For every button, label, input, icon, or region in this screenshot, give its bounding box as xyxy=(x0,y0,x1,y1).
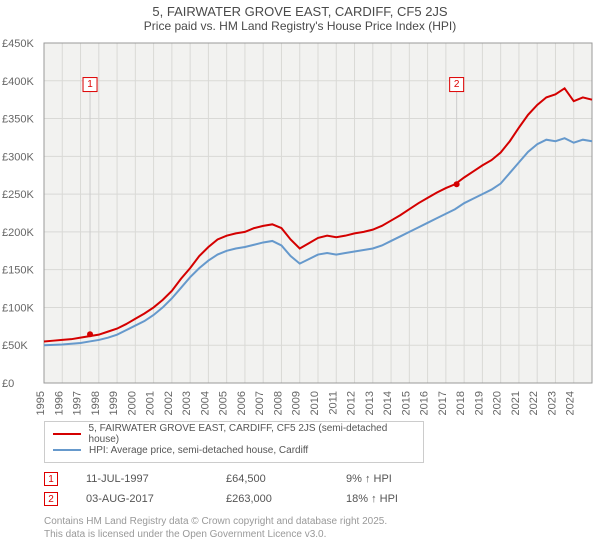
svg-text:2016: 2016 xyxy=(419,391,431,415)
attribution-text: Contains HM Land Registry data © Crown c… xyxy=(44,515,600,541)
legend-box: 5, FAIRWATER GROVE EAST, CARDIFF, CF5 2J… xyxy=(44,421,424,463)
chart-subtitle: Price paid vs. HM Land Registry's House … xyxy=(0,19,600,37)
svg-text:£0: £0 xyxy=(2,378,14,390)
svg-text:2010: 2010 xyxy=(309,391,321,415)
attribution-line-1: Contains HM Land Registry data © Crown c… xyxy=(44,515,600,528)
svg-text:£100K: £100K xyxy=(2,302,34,314)
svg-text:£250K: £250K xyxy=(2,189,34,201)
svg-text:2005: 2005 xyxy=(218,391,230,415)
svg-text:2015: 2015 xyxy=(400,391,412,415)
transaction-date-1: 11-JUL-1997 xyxy=(86,473,226,485)
svg-text:2006: 2006 xyxy=(236,391,248,415)
transaction-price-1: £64,500 xyxy=(226,473,346,485)
svg-text:£50K: £50K xyxy=(2,340,28,352)
svg-text:2003: 2003 xyxy=(181,391,193,415)
legend-swatch-property xyxy=(53,433,81,435)
svg-text:2002: 2002 xyxy=(163,391,175,415)
svg-text:2: 2 xyxy=(454,79,460,90)
svg-text:2013: 2013 xyxy=(364,391,376,415)
svg-text:2022: 2022 xyxy=(528,391,540,415)
transaction-row-2: 2 03-AUG-2017 £263,000 18% ↑ HPI xyxy=(44,489,600,509)
svg-text:£450K: £450K xyxy=(2,38,34,50)
svg-text:2020: 2020 xyxy=(492,391,504,415)
svg-text:1996: 1996 xyxy=(53,391,65,415)
svg-text:2001: 2001 xyxy=(145,391,157,415)
svg-text:£300K: £300K xyxy=(2,151,34,163)
transaction-pct-1: 9% ↑ HPI xyxy=(346,473,466,485)
transaction-table: 1 11-JUL-1997 £64,500 9% ↑ HPI 2 03-AUG-… xyxy=(44,469,600,509)
svg-text:2018: 2018 xyxy=(455,391,467,415)
svg-text:1995: 1995 xyxy=(35,391,47,415)
svg-text:1: 1 xyxy=(87,79,93,90)
svg-text:£150K: £150K xyxy=(2,265,34,277)
svg-text:2011: 2011 xyxy=(327,391,339,415)
svg-text:£350K: £350K xyxy=(2,114,34,126)
chart-title: 5, FAIRWATER GROVE EAST, CARDIFF, CF5 2J… xyxy=(0,0,600,19)
svg-text:2009: 2009 xyxy=(291,391,303,415)
transaction-price-2: £263,000 xyxy=(226,493,346,505)
transaction-marker-2: 2 xyxy=(44,492,58,506)
legend-swatch-hpi xyxy=(53,449,81,451)
svg-text:£400K: £400K xyxy=(2,76,34,88)
svg-text:2004: 2004 xyxy=(199,391,211,415)
svg-text:2023: 2023 xyxy=(546,391,558,415)
svg-text:2000: 2000 xyxy=(126,391,138,415)
svg-text:2024: 2024 xyxy=(565,391,577,415)
svg-text:1998: 1998 xyxy=(90,391,102,415)
svg-text:2008: 2008 xyxy=(272,391,284,415)
svg-text:2014: 2014 xyxy=(382,391,394,415)
legend-label-property: 5, FAIRWATER GROVE EAST, CARDIFF, CF5 2J… xyxy=(89,423,415,445)
chart-svg: £0 £50K £100K £150K £200K £250K £300K £350K £400… xyxy=(0,37,600,417)
svg-text:2007: 2007 xyxy=(254,391,266,415)
svg-text:2019: 2019 xyxy=(473,391,485,415)
transaction-marker-1: 1 xyxy=(44,472,58,486)
svg-text:1999: 1999 xyxy=(108,391,120,415)
svg-text:£200K: £200K xyxy=(2,227,34,239)
legend-item-property: 5, FAIRWATER GROVE EAST, CARDIFF, CF5 2J… xyxy=(53,426,415,442)
svg-text:2021: 2021 xyxy=(510,391,522,415)
attribution-line-2: This data is licensed under the Open Gov… xyxy=(44,528,600,541)
svg-text:2012: 2012 xyxy=(346,391,358,415)
svg-text:1997: 1997 xyxy=(72,391,84,415)
legend-label-hpi: HPI: Average price, semi-detached house,… xyxy=(89,445,308,456)
transaction-date-2: 03-AUG-2017 xyxy=(86,493,226,505)
transaction-row-1: 1 11-JUL-1997 £64,500 9% ↑ HPI xyxy=(44,469,600,489)
chart-plot-area: £0 £50K £100K £150K £200K £250K £300K £350K £400… xyxy=(0,37,600,417)
svg-text:2017: 2017 xyxy=(437,391,449,415)
transaction-pct-2: 18% ↑ HPI xyxy=(346,493,466,505)
